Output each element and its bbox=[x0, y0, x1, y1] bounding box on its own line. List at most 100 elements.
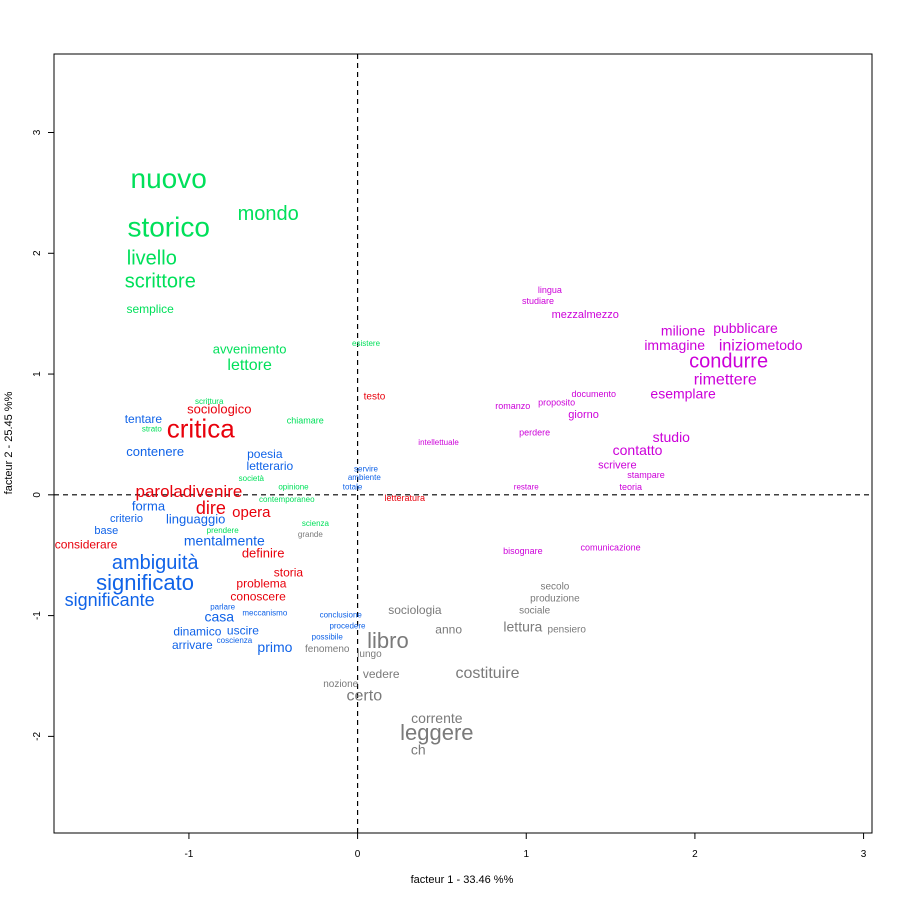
x-axis-label: facteur 1 - 33.46 %% bbox=[411, 874, 514, 886]
word-point-storia: storia bbox=[274, 566, 304, 580]
y-axis-label: facteur 2 - 25.45 %% bbox=[3, 391, 15, 494]
word-point-ambiente: ambiente bbox=[348, 473, 381, 482]
word-point-dinamico: dinamico bbox=[173, 625, 221, 639]
word-point-contemporaneo: contemporaneo bbox=[259, 495, 315, 504]
x-tick-label: 1 bbox=[523, 849, 529, 860]
word-point-esistere: esistere bbox=[352, 339, 381, 348]
word-point-inizio: inizio bbox=[719, 337, 756, 354]
word-point-lingua: lingua bbox=[538, 285, 562, 295]
word-point-stampare: stampare bbox=[627, 470, 665, 480]
word-point-mentalmente: mentalmente bbox=[184, 533, 265, 549]
word-point-costituire: costituire bbox=[455, 665, 519, 682]
word-point-scrivere: scrivere bbox=[598, 460, 637, 472]
word-point-mezzalmezzo: mezzalmezzo bbox=[552, 309, 619, 321]
word-point-romanzo: romanzo bbox=[495, 401, 530, 411]
word-point-studio: studio bbox=[653, 429, 691, 445]
word-point-uscire: uscire bbox=[227, 623, 259, 637]
word-point-forma: forma bbox=[132, 498, 166, 513]
word-point-societ-: società bbox=[239, 474, 265, 483]
word-point-dire: dire bbox=[196, 498, 226, 518]
word-point-pubblicare: pubblicare bbox=[713, 320, 778, 336]
word-point-scrittore: scrittore bbox=[125, 271, 196, 293]
word-point-sociologico: sociologico bbox=[187, 402, 251, 417]
word-point-bisognare: bisognare bbox=[503, 546, 543, 556]
x-tick-label: -1 bbox=[184, 849, 193, 860]
word-point-parlare: parlare bbox=[210, 602, 235, 611]
word-point-lettura: lettura bbox=[503, 618, 542, 634]
word-point-teoria: teoria bbox=[620, 482, 643, 492]
word-point-fenomeno: fenomeno bbox=[305, 644, 350, 655]
word-point-procedere: procedere bbox=[329, 622, 366, 631]
word-point-perdere: perdere bbox=[519, 428, 550, 438]
word-point-critica: critica bbox=[167, 414, 235, 444]
word-point-secolo: secolo bbox=[540, 581, 569, 592]
word-point-linguaggio: linguaggio bbox=[166, 512, 225, 527]
word-point-metodo: metodo bbox=[756, 337, 803, 353]
word-point-mondo: mondo bbox=[238, 203, 299, 225]
word-point-conclusione: conclusione bbox=[320, 611, 363, 620]
y-tick-label: 1 bbox=[32, 371, 43, 377]
word-point-vedere: vedere bbox=[363, 667, 400, 681]
word-point-pensiero: pensiero bbox=[548, 625, 587, 636]
word-point-letterario: letterario bbox=[247, 459, 294, 473]
word-point-rimettere: rimettere bbox=[694, 371, 757, 388]
word-point-primo: primo bbox=[257, 639, 292, 655]
word-point-sociologia: sociologia bbox=[388, 603, 442, 617]
word-point-opera: opera bbox=[232, 504, 271, 521]
word-point-studiare: studiare bbox=[522, 296, 554, 306]
word-point-base: base bbox=[94, 525, 118, 537]
word-point-avvenimento: avvenimento bbox=[213, 341, 287, 356]
word-point-ch: ch bbox=[411, 742, 426, 758]
word-point-livello: livello bbox=[127, 248, 177, 270]
word-point-strato: strato bbox=[142, 425, 163, 434]
word-point-chiamare: chiamare bbox=[287, 416, 324, 426]
word-point-problema: problema bbox=[236, 576, 286, 590]
word-point-semplice: semplice bbox=[126, 302, 174, 316]
y-tick-label: 2 bbox=[32, 250, 43, 256]
word-point-ambiguit-: ambiguità bbox=[112, 552, 200, 574]
word-point-paroladivenire: paroladivenire bbox=[136, 482, 243, 501]
plot-frame bbox=[53, 53, 873, 834]
word-point-casa: casa bbox=[204, 609, 234, 625]
word-point-intellettuale: intellettuale bbox=[418, 438, 459, 447]
word-point-totale: totale bbox=[343, 483, 363, 492]
word-point-conoscere: conoscere bbox=[230, 590, 286, 604]
word-point-coscienza: coscienza bbox=[217, 636, 253, 645]
word-point-libro: libro bbox=[367, 628, 409, 653]
word-point-proposito: proposito bbox=[538, 397, 575, 407]
y-tick-label: -1 bbox=[32, 611, 43, 620]
y-tick-label: -2 bbox=[32, 732, 43, 741]
word-point-possibile: possibile bbox=[312, 632, 344, 641]
word-point-nuovo: nuovo bbox=[131, 163, 207, 194]
word-point-tentare: tentare bbox=[125, 412, 163, 426]
word-point-arrivare: arrivare bbox=[172, 638, 213, 652]
word-point-esemplare: esemplare bbox=[650, 385, 716, 401]
word-point-lettore: lettore bbox=[227, 357, 272, 374]
reference-lines bbox=[54, 54, 872, 833]
word-point-lungo: lungo bbox=[357, 649, 382, 660]
word-point-certo: certo bbox=[347, 688, 383, 705]
word-point-leggere: leggere bbox=[400, 720, 473, 745]
word-point-immagine: immagine bbox=[644, 337, 705, 353]
x-axis-ticks: -1 0 1 2 3 bbox=[184, 833, 867, 860]
y-tick-label: 0 bbox=[32, 492, 43, 498]
word-point-milione: milione bbox=[661, 322, 706, 338]
word-point-definire: definire bbox=[242, 545, 285, 560]
word-point-giorno: giorno bbox=[568, 409, 599, 421]
word-point-significante: significante bbox=[65, 590, 155, 610]
word-point-condurre: condurre bbox=[689, 350, 768, 372]
word-point-grande: grande bbox=[298, 530, 323, 539]
word-point-opinione: opinione bbox=[278, 483, 309, 492]
y-tick-label: 3 bbox=[32, 129, 43, 135]
word-point-nozione: nozione bbox=[323, 679, 358, 690]
word-point-significato: significato bbox=[96, 570, 194, 595]
y-axis-ticks: -2 -1 0 1 2 3 bbox=[32, 129, 54, 741]
word-point-prendere: prendere bbox=[207, 526, 240, 535]
word-point-servire: servire bbox=[354, 465, 379, 474]
word-point-poesia: poesia bbox=[247, 447, 283, 461]
word-point-anno: anno bbox=[435, 622, 462, 636]
word-point-testo: testo bbox=[364, 392, 386, 403]
